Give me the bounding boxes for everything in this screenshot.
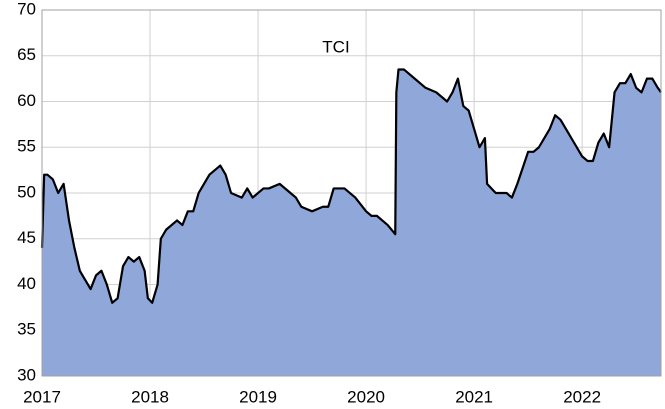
x-tick-label: 2018 [131,387,169,406]
y-tick-label: 45 [17,228,36,247]
y-tick-label: 35 [17,320,36,339]
y-tick-label: 60 [17,91,36,110]
x-tick-label: 2017 [23,387,61,406]
y-tick-label: 65 [17,45,36,64]
y-tick-label: 55 [17,137,36,156]
y-tick-label: 30 [17,365,36,384]
plot-frame [41,9,662,377]
y-tick-label: 40 [17,274,36,293]
x-tick-label: 2022 [563,387,601,406]
y-tick-label: 50 [17,182,36,201]
area [42,69,661,376]
x-tick-label: 2021 [455,387,493,406]
line [40,68,662,304]
x-tick-label: 2020 [347,387,385,406]
x-tick-label: 2019 [239,387,277,406]
chart-title: TCI [322,37,349,56]
y-tick-label: 70 [17,0,36,18]
